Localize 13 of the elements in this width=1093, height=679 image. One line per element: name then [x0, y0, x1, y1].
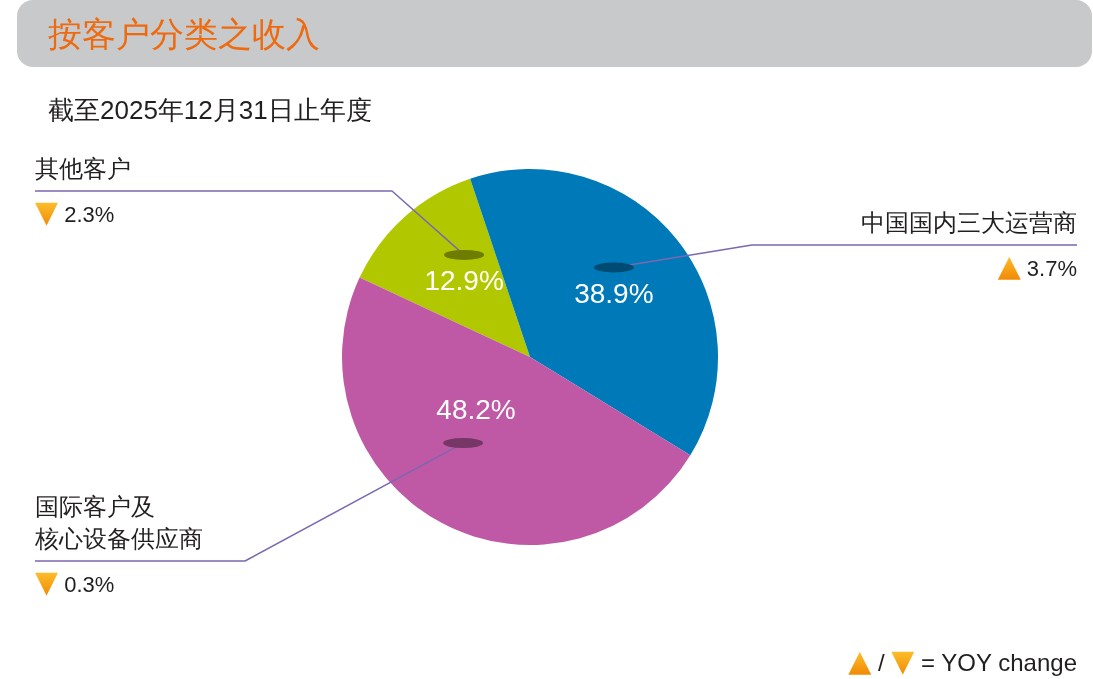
pie-slice [359, 178, 530, 357]
text: ▲ / ▼ = YOY change [848, 643, 1077, 678]
slice-label: 国际客户及核心设备供应商 [35, 492, 203, 555]
chart-title: 按客户分类之收入 [48, 14, 320, 54]
data-label: 12.9% [424, 265, 504, 297]
slice-label: 其他客户 [35, 154, 131, 185]
text: ▼ 2.3% [35, 194, 115, 229]
data-label: 48.2% [436, 393, 516, 425]
data-label: 38.9% [574, 278, 654, 310]
slice-label: 中国国内三大运营商 [861, 208, 1077, 239]
text: ▲ 3.7% [997, 248, 1077, 283]
chart-subtitle: 截至2025年12月31日止年度 [48, 94, 372, 127]
text: ▼ 0.3% [35, 564, 115, 599]
